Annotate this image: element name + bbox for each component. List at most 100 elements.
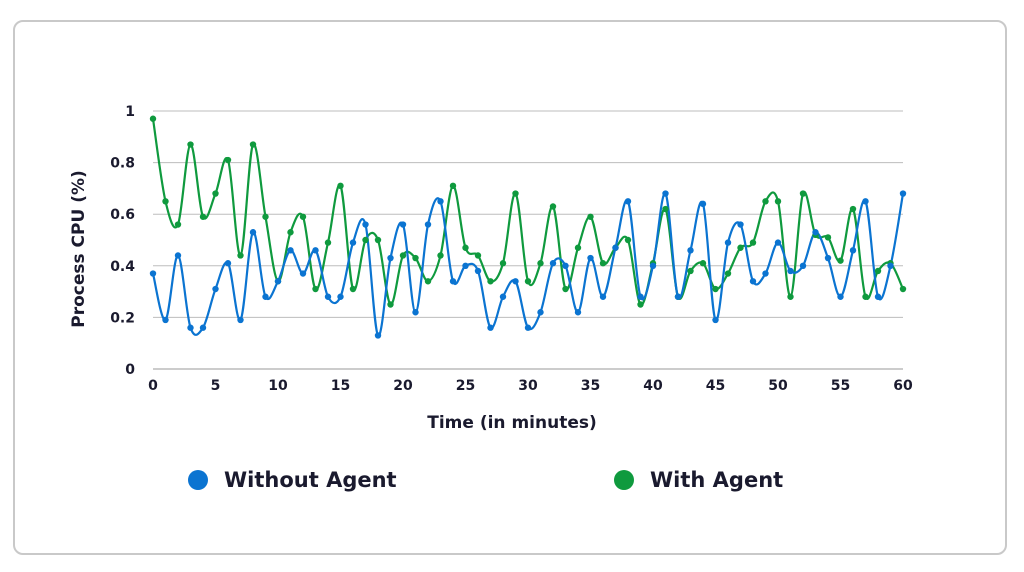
data-point-without-agent <box>562 262 569 269</box>
data-point-with-agent <box>324 239 332 246</box>
data-point-without-agent <box>637 293 644 300</box>
data-point-with-agent <box>837 257 844 264</box>
data-point-without-agent <box>674 293 682 300</box>
data-point-with-agent <box>687 267 694 275</box>
x-tick-label: 15 <box>331 378 350 394</box>
data-point-without-agent <box>262 293 269 300</box>
data-point-without-agent <box>599 293 607 300</box>
data-point-without-agent <box>524 324 532 331</box>
data-point-with-agent <box>237 252 244 259</box>
data-point-without-agent <box>324 293 332 300</box>
data-point-with-agent <box>737 244 744 251</box>
series-lines <box>151 118 905 337</box>
x-tick-label: 10 <box>268 378 288 394</box>
data-point-with-agent <box>462 244 469 251</box>
gridlines <box>153 110 903 370</box>
data-point-with-agent <box>524 278 532 285</box>
data-point-without-agent <box>699 200 707 208</box>
legend-label-without-agent: Without Agent <box>224 468 397 492</box>
data-point-without-agent <box>849 247 857 254</box>
data-point-with-agent <box>449 182 457 190</box>
data-point-with-agent <box>412 254 419 262</box>
data-point-without-agent <box>749 278 757 285</box>
data-point-without-agent <box>162 316 169 324</box>
data-point-with-agent <box>174 221 182 228</box>
data-point-with-agent <box>849 205 857 213</box>
data-point-with-agent <box>874 267 882 275</box>
legend: Without Agent With Agent <box>188 468 783 492</box>
data-point-without-agent <box>812 229 819 236</box>
chart-card <box>13 20 1007 555</box>
data-point-without-agent <box>662 190 669 197</box>
data-point-without-agent <box>274 278 282 285</box>
data-point-without-agent <box>399 221 407 228</box>
data-point-without-agent <box>337 293 344 300</box>
data-point-without-agent <box>549 260 557 267</box>
data-point-without-agent <box>237 316 244 324</box>
x-tick-label: 60 <box>893 378 913 394</box>
data-point-without-agent <box>762 270 769 277</box>
data-point-without-agent <box>774 239 782 246</box>
data-point-with-agent <box>712 285 719 293</box>
data-point-without-agent <box>537 309 544 316</box>
data-point-without-agent <box>499 293 507 300</box>
x-tick-labels: 0 5 10 15 20 25 30 35 40 45 50 55 60 <box>148 378 913 394</box>
data-point-with-agent <box>699 260 707 267</box>
data-point-without-agent <box>149 270 157 277</box>
x-tick-label: 0 <box>148 378 158 394</box>
data-point-with-agent <box>774 198 782 205</box>
data-point-with-agent <box>299 213 307 220</box>
x-tick-label: 30 <box>518 378 538 394</box>
data-point-with-agent <box>549 203 557 210</box>
data-point-with-agent <box>212 190 219 197</box>
data-point-with-agent <box>149 115 157 122</box>
data-point-without-agent <box>449 278 457 285</box>
data-point-with-agent <box>537 260 544 267</box>
data-point-without-agent <box>212 285 219 293</box>
data-point-without-agent <box>824 254 832 262</box>
data-point-without-agent <box>737 221 744 228</box>
data-point-with-agent <box>249 141 257 148</box>
x-tick-label: 50 <box>768 378 788 394</box>
data-point-without-agent <box>474 267 482 275</box>
legend-marker-without-agent <box>188 470 208 490</box>
data-point-without-agent <box>362 221 369 228</box>
data-point-with-agent <box>512 190 519 197</box>
data-point-without-agent <box>724 239 732 246</box>
data-point-with-agent <box>199 213 207 220</box>
series-line-with-agent <box>151 118 905 306</box>
data-point-with-agent <box>724 270 732 277</box>
legend-marker-with-agent <box>614 470 634 490</box>
data-point-without-agent <box>612 244 619 251</box>
y-tick-label: 0.8 <box>110 156 135 172</box>
data-point-without-agent <box>624 198 632 205</box>
legend-label-with-agent: With Agent <box>650 468 783 492</box>
data-point-without-agent <box>312 247 319 254</box>
data-point-with-agent <box>474 252 482 259</box>
data-point-without-agent <box>787 267 794 275</box>
x-tick-label: 55 <box>831 378 850 394</box>
data-point-with-agent <box>899 285 907 293</box>
data-point-without-agent <box>587 254 594 262</box>
data-point-with-agent <box>587 213 594 220</box>
data-point-with-agent <box>749 239 757 246</box>
data-point-without-agent <box>712 316 719 324</box>
data-point-without-agent <box>899 190 907 197</box>
data-point-with-agent <box>287 229 294 236</box>
data-point-without-agent <box>649 262 657 269</box>
data-point-with-agent <box>824 234 832 241</box>
data-point-with-agent <box>499 260 507 267</box>
y-tick-label: 0 <box>125 362 135 378</box>
data-point-with-agent <box>312 285 319 293</box>
x-tick-label: 35 <box>581 378 600 394</box>
data-point-with-agent <box>349 285 357 293</box>
data-point-without-agent <box>437 198 444 205</box>
x-axis-title: Time (in minutes) <box>427 413 597 433</box>
data-point-with-agent <box>787 293 794 300</box>
data-point-with-agent <box>374 236 382 244</box>
data-point-without-agent <box>299 270 307 277</box>
data-point-with-agent <box>599 260 607 267</box>
x-tick-label: 25 <box>456 378 475 394</box>
data-point-without-agent <box>374 332 382 339</box>
